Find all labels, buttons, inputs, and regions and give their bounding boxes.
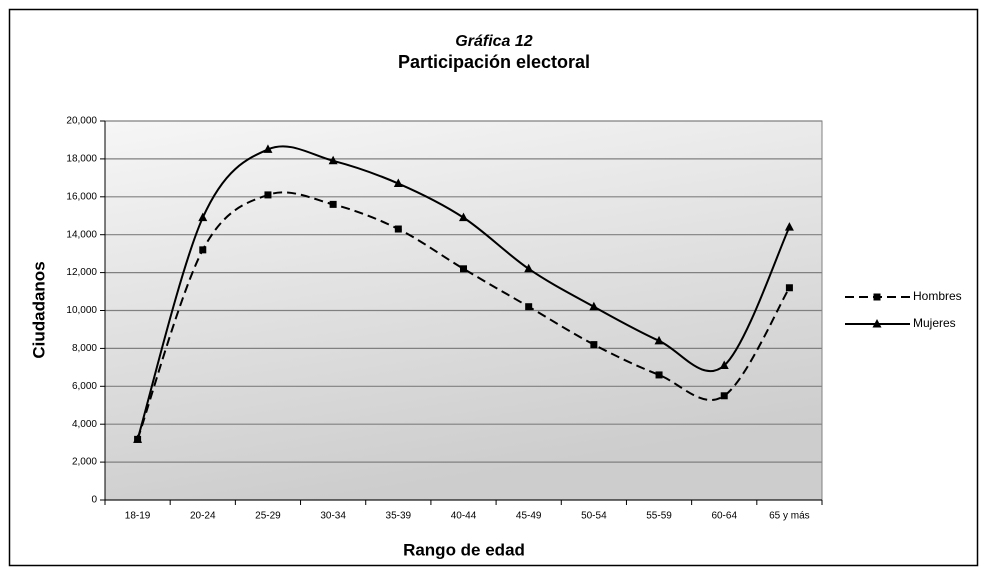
x-tick-label: 20-24 [190, 511, 216, 522]
y-tick-label: 20,000 [66, 116, 97, 127]
data-point [459, 212, 468, 222]
x-tick-label: 30-34 [320, 511, 346, 522]
data-point [589, 301, 599, 311]
data-point [654, 335, 664, 345]
x-axis-label: Rango de edad [403, 540, 525, 559]
x-tick-label: 25-29 [255, 511, 281, 522]
x-tick-label: 55-59 [646, 511, 672, 522]
data-point [328, 155, 338, 165]
y-tick-label: 18,000 [66, 154, 97, 165]
y-tick-label: 8,000 [72, 343, 97, 354]
data-point [393, 178, 403, 188]
data-point [720, 392, 728, 400]
legend-label: Mujeres [913, 316, 956, 330]
data-point [590, 341, 598, 349]
y-tick-label: 10,000 [66, 305, 97, 316]
chart-title: Participación electoral [398, 52, 590, 72]
x-tick-label: 50-54 [581, 511, 607, 522]
data-point [784, 222, 794, 231]
x-tick-label: 40-44 [451, 511, 477, 522]
series-line [136, 145, 791, 440]
series-line [136, 191, 791, 440]
legend-marker [872, 319, 882, 328]
y-tick-label: 0 [91, 495, 97, 506]
x-tick-label: 45-49 [516, 511, 542, 522]
y-tick-label: 16,000 [66, 191, 97, 202]
data-point [199, 246, 207, 254]
data-point [329, 200, 337, 208]
data-point [264, 191, 272, 199]
data-point [655, 371, 663, 379]
y-axis-label: Ciudadanos [29, 261, 48, 358]
data-point [460, 265, 467, 273]
y-tick-label: 14,000 [66, 229, 97, 240]
y-tick-label: 6,000 [72, 381, 97, 392]
data-point [394, 225, 402, 233]
data-point [719, 360, 729, 369]
x-tick-label: 60-64 [711, 511, 737, 522]
legend-label: Hombres [913, 289, 962, 303]
data-point [785, 284, 793, 292]
y-tick-label: 2,000 [72, 457, 97, 468]
data-point [263, 144, 273, 153]
legend-marker [873, 293, 881, 301]
chart-subtitle: Gráfica 12 [455, 33, 532, 50]
x-tick-label: 65 y más [769, 511, 810, 522]
y-tick-label: 4,000 [72, 419, 97, 430]
data-point [133, 434, 143, 443]
data-point [198, 212, 208, 222]
y-tick-label: 12,000 [66, 267, 97, 278]
x-tick-label: 18-19 [125, 511, 151, 522]
x-tick-label: 35-39 [386, 511, 412, 522]
data-point [524, 263, 534, 273]
data-point [525, 303, 533, 311]
